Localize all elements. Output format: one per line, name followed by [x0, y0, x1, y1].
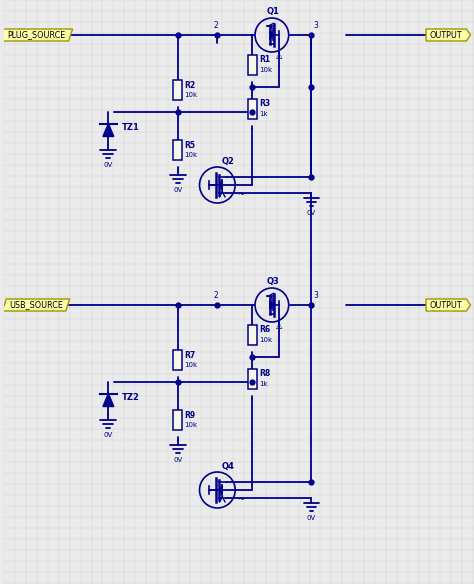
Polygon shape: [103, 123, 114, 137]
Text: ~: ~: [237, 190, 244, 199]
Text: 0V: 0V: [307, 210, 316, 216]
Polygon shape: [2, 299, 70, 311]
Bar: [247, 325, 256, 345]
Text: 2: 2: [213, 21, 218, 30]
Text: R5: R5: [185, 141, 196, 150]
Text: 3: 3: [313, 21, 319, 30]
Text: ~: ~: [237, 495, 244, 504]
Text: 3: 3: [313, 291, 319, 300]
Text: OUTPUT: OUTPUT: [430, 301, 463, 310]
Text: △: △: [275, 321, 282, 330]
Text: 1k: 1k: [259, 381, 268, 387]
Text: R2: R2: [185, 81, 196, 89]
Bar: [173, 80, 182, 100]
Text: Q4: Q4: [221, 462, 234, 471]
Text: 1k: 1k: [259, 111, 268, 117]
Text: R1: R1: [259, 55, 270, 64]
Text: R9: R9: [185, 411, 196, 419]
Text: 0V: 0V: [173, 457, 182, 463]
Polygon shape: [0, 29, 73, 41]
Text: 2: 2: [213, 291, 218, 300]
Text: OUTPUT: OUTPUT: [430, 30, 463, 40]
Text: 10k: 10k: [185, 92, 198, 98]
Polygon shape: [219, 180, 222, 190]
Text: 0V: 0V: [104, 432, 113, 438]
Text: Q2: Q2: [221, 157, 234, 166]
Text: USB_SOURCE: USB_SOURCE: [9, 301, 63, 310]
Text: 10k: 10k: [185, 152, 198, 158]
Polygon shape: [270, 30, 273, 40]
Bar: [247, 55, 256, 75]
Text: Q1: Q1: [267, 7, 280, 16]
Text: TZ2: TZ2: [122, 394, 140, 402]
Text: R6: R6: [259, 325, 270, 335]
Polygon shape: [219, 485, 222, 495]
Text: TZ1: TZ1: [122, 123, 140, 133]
Polygon shape: [103, 394, 114, 406]
Text: 0V: 0V: [104, 162, 113, 168]
Text: R8: R8: [259, 370, 270, 378]
Bar: [173, 350, 182, 370]
Text: R3: R3: [259, 99, 270, 109]
Bar: [247, 99, 256, 119]
Text: 0V: 0V: [173, 187, 182, 193]
Text: Q3: Q3: [267, 277, 280, 286]
Polygon shape: [270, 300, 273, 310]
Text: 10k: 10k: [185, 362, 198, 368]
Polygon shape: [426, 299, 470, 311]
Text: 10k: 10k: [259, 337, 272, 343]
Text: R7: R7: [185, 350, 196, 360]
Text: 10k: 10k: [259, 67, 272, 73]
Bar: [173, 140, 182, 160]
Polygon shape: [426, 29, 470, 41]
Text: 0V: 0V: [307, 515, 316, 521]
Text: PLUG_SOURCE: PLUG_SOURCE: [7, 30, 65, 40]
Bar: [247, 369, 256, 389]
Bar: [173, 410, 182, 430]
Text: 10k: 10k: [185, 422, 198, 428]
Text: △: △: [275, 51, 282, 60]
